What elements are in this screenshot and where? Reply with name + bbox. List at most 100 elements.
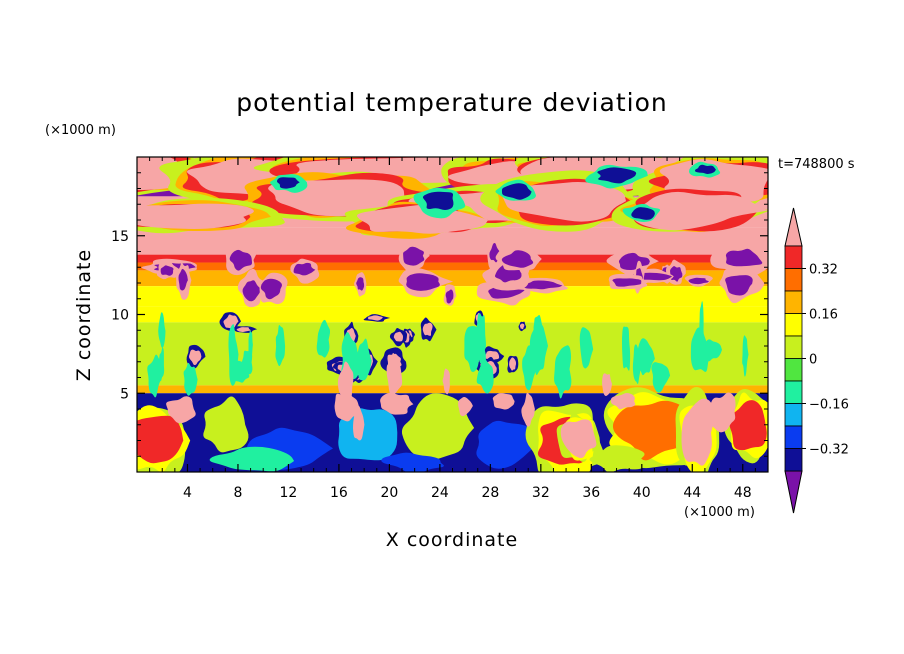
colorbar-box	[784, 403, 803, 427]
upper-pocket	[597, 167, 637, 184]
mid-purple-cell	[518, 280, 563, 290]
green-streak	[522, 345, 537, 391]
green-spot	[509, 357, 516, 371]
pink-plume	[458, 396, 473, 417]
x-tick-label: 28	[481, 485, 499, 501]
pink-plume	[708, 392, 736, 433]
green-streak	[621, 326, 631, 371]
x-axis: 4 8 12 16 20 24 28 32 36 40 44 48	[149, 157, 756, 501]
x-tick-label: 8	[233, 485, 242, 501]
pink-column	[337, 361, 354, 402]
pink-plume	[334, 393, 359, 422]
pink-plume	[353, 405, 365, 441]
time-label: t=748800 s	[778, 157, 855, 172]
x-tick-label: 20	[380, 485, 398, 501]
y-axis: 5 10 15	[111, 172, 768, 457]
green-spot	[223, 314, 239, 329]
low-cell	[137, 415, 184, 464]
contour-band	[137, 306, 768, 323]
colorbar-box	[784, 358, 803, 382]
mid-purple-cell	[229, 249, 253, 271]
green-spot	[422, 322, 433, 336]
pink-column	[602, 373, 612, 396]
low-cell	[203, 396, 249, 453]
low-cell	[338, 408, 398, 461]
colorbar-label: −0.16	[809, 398, 849, 413]
pink-plume	[610, 393, 636, 410]
colorbar-box	[784, 425, 803, 449]
upper-pink-region	[356, 204, 489, 234]
mid-purple-cell	[403, 246, 425, 266]
low-cell	[681, 398, 715, 466]
low-cell	[729, 400, 767, 451]
contour-band	[137, 262, 768, 271]
green-streak	[637, 338, 655, 376]
colorbar-box	[784, 380, 803, 404]
mid-purple-cell	[725, 275, 753, 296]
low-cell	[560, 419, 597, 459]
upper-pocket	[422, 191, 454, 210]
low-cell	[381, 452, 444, 472]
pink-column	[442, 368, 450, 395]
y-tick-label: 10	[111, 308, 129, 324]
y-tick-label: 15	[111, 229, 129, 245]
y-axis-label: Z coordinate	[73, 249, 95, 381]
mid-purple-cell	[501, 250, 534, 268]
x-axis-label: X coordinate	[386, 529, 518, 551]
upper-pocket	[695, 164, 716, 174]
low-cell	[401, 393, 475, 460]
colorbar-box	[784, 290, 803, 314]
mid-purple-cell	[242, 280, 262, 302]
mid-purple-cell	[160, 265, 174, 276]
colorbar-extend-min	[784, 470, 803, 514]
mid-purple-cell	[356, 277, 365, 291]
mid-purple-cell	[445, 289, 454, 304]
mid-purple-cell	[178, 268, 188, 291]
colorbar-box	[784, 268, 803, 292]
green-streak	[275, 324, 286, 367]
x-unit-label: (×1000 m)	[684, 505, 755, 520]
upper-pocket	[276, 177, 300, 189]
green-streak	[632, 344, 642, 385]
green-streak	[554, 345, 572, 399]
x-tick-label: 32	[532, 485, 550, 501]
pink-plume	[380, 392, 414, 415]
green-streak	[476, 357, 494, 394]
green-streak	[529, 316, 548, 376]
y-unit-label: (×1000 m)	[45, 123, 116, 138]
mid-purple-cell	[618, 252, 650, 271]
y-tick-label: 5	[120, 386, 129, 402]
colorbar-label: 0.16	[809, 308, 838, 323]
colorbar-label: −0.32	[809, 443, 849, 458]
pink-column	[386, 352, 403, 396]
x-tick-label: 24	[431, 485, 449, 501]
colorbar-label: 0.32	[809, 263, 838, 278]
upper-pink-region	[631, 191, 768, 231]
green-spot	[236, 327, 251, 332]
green-streak	[651, 362, 671, 393]
green-streak	[147, 354, 162, 398]
contour-band	[137, 254, 768, 263]
mid-purple-cell	[612, 278, 642, 287]
green-streak	[702, 339, 722, 362]
green-streak	[742, 335, 749, 377]
colorbar-box	[784, 448, 803, 472]
chart-title: potential temperature deviation	[236, 88, 667, 117]
green-streak	[579, 327, 594, 369]
low-cell	[209, 446, 295, 472]
x-tick-label: 48	[734, 485, 752, 501]
mid-purple-cell	[293, 262, 316, 276]
green-spot	[367, 315, 383, 321]
green-spot	[188, 349, 202, 366]
green-streak	[475, 313, 486, 364]
green-spot	[519, 323, 525, 330]
low-cell	[476, 420, 538, 469]
colorbar: 0.32 0.16 0 −0.16 −0.32	[784, 207, 849, 514]
mid-purple-cell	[406, 273, 440, 291]
low-cell	[589, 445, 646, 472]
colorbar-label: 0	[809, 353, 817, 368]
green-streak	[231, 360, 250, 383]
colorbar-extend-max	[784, 207, 803, 247]
upper-pocket	[631, 207, 655, 220]
